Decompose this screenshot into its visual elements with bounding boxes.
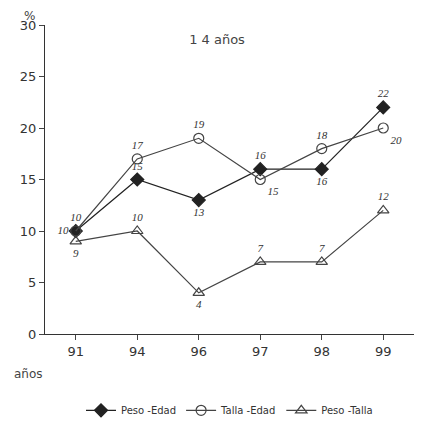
svg-text:22: 22 [378, 87, 390, 99]
svg-text:Talla -Edad: Talla -Edad [220, 405, 275, 416]
svg-text:Peso -Edad: Peso -Edad [121, 405, 176, 416]
svg-text:99: 99 [375, 344, 392, 359]
svg-text:13: 13 [193, 206, 205, 218]
svg-text:96: 96 [190, 344, 207, 359]
svg-text:15: 15 [20, 172, 37, 187]
svg-text:10: 10 [20, 224, 37, 239]
svg-text:20: 20 [20, 121, 37, 136]
svg-text:10: 10 [70, 211, 82, 223]
svg-text:18: 18 [316, 129, 328, 141]
svg-text:años: años [14, 367, 43, 381]
svg-text:Peso -Talla: Peso -Talla [321, 405, 372, 416]
svg-text:16: 16 [316, 175, 328, 187]
svg-text:15: 15 [268, 185, 280, 197]
svg-text:30: 30 [20, 18, 37, 33]
svg-text:7: 7 [258, 242, 264, 254]
svg-text:4: 4 [196, 298, 202, 310]
svg-text:0: 0 [28, 327, 36, 342]
svg-text:5: 5 [28, 275, 36, 290]
svg-text:%: % [24, 9, 35, 23]
svg-text:20: 20 [391, 134, 403, 146]
svg-text:19: 19 [193, 118, 205, 130]
svg-text:91: 91 [67, 344, 84, 359]
svg-text:10: 10 [132, 211, 144, 223]
svg-text:97: 97 [252, 344, 269, 359]
svg-text:98: 98 [313, 344, 330, 359]
svg-text:12: 12 [378, 190, 390, 202]
svg-text:94: 94 [129, 344, 146, 359]
svg-text:17: 17 [132, 139, 144, 151]
svg-text:1 4 años: 1 4 años [189, 32, 245, 47]
svg-text:9: 9 [73, 247, 79, 259]
svg-text:25: 25 [20, 69, 37, 84]
svg-text:7: 7 [319, 242, 325, 254]
svg-text:16: 16 [255, 149, 267, 161]
svg-text:15: 15 [132, 160, 144, 172]
svg-text:10: 10 [58, 224, 70, 236]
